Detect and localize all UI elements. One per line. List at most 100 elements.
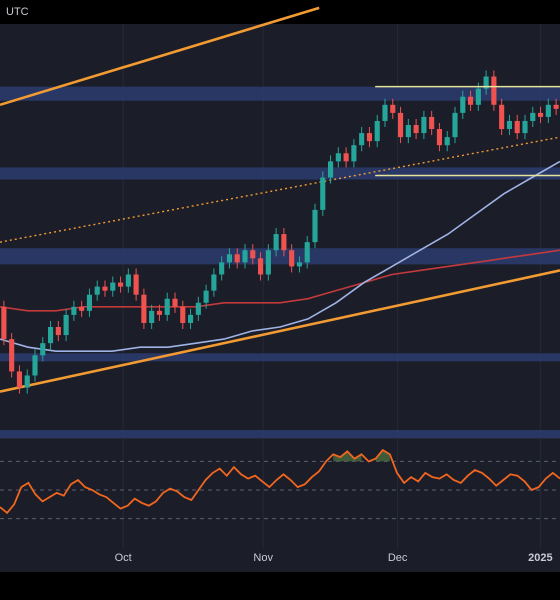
candle bbox=[226, 248, 233, 269]
candle-body bbox=[40, 343, 46, 356]
zone-2 bbox=[0, 248, 560, 265]
candle-body bbox=[335, 153, 341, 162]
candle-body bbox=[312, 209, 318, 243]
candle bbox=[304, 236, 310, 269]
candle-body bbox=[444, 137, 450, 146]
candle bbox=[537, 106, 544, 123]
candle-body bbox=[55, 327, 61, 336]
candle-body bbox=[522, 120, 528, 134]
candle-body bbox=[405, 125, 411, 138]
candle-body bbox=[296, 262, 303, 267]
candle bbox=[265, 244, 271, 281]
candle bbox=[390, 98, 396, 119]
oscillator-panel bbox=[0, 448, 560, 520]
candle-body bbox=[234, 254, 240, 263]
candle-body bbox=[141, 294, 147, 323]
osc-overbought-fill bbox=[333, 450, 390, 462]
candle-body bbox=[32, 355, 38, 376]
candle bbox=[382, 98, 388, 128]
candle bbox=[491, 70, 497, 111]
candle bbox=[499, 98, 505, 136]
candle bbox=[141, 288, 147, 330]
candle-body bbox=[79, 306, 85, 311]
candle bbox=[86, 288, 93, 317]
candle-body bbox=[436, 129, 443, 146]
candle-body bbox=[421, 116, 427, 134]
candle bbox=[429, 110, 435, 136]
candle-body bbox=[499, 104, 505, 130]
candle bbox=[133, 268, 139, 301]
moving-averages bbox=[0, 160, 560, 352]
candle bbox=[374, 114, 380, 148]
candle-body bbox=[483, 76, 489, 89]
candle bbox=[351, 139, 357, 168]
candle bbox=[335, 147, 341, 168]
time-axis: Oct Nov Dec 2025 bbox=[115, 552, 553, 564]
candle-body bbox=[156, 310, 163, 315]
candle bbox=[110, 276, 116, 297]
candle bbox=[506, 114, 513, 136]
channel-lower bbox=[0, 269, 560, 393]
candle bbox=[530, 106, 536, 128]
candle bbox=[444, 131, 450, 152]
candle-body bbox=[102, 286, 108, 291]
zone-1 bbox=[0, 167, 560, 180]
candle bbox=[172, 292, 178, 313]
candle bbox=[545, 98, 551, 123]
candle-body bbox=[195, 302, 201, 315]
candle-body bbox=[242, 250, 248, 263]
candle-body bbox=[343, 153, 349, 162]
candle-body bbox=[203, 290, 209, 303]
candle-body bbox=[460, 96, 466, 113]
x-tick-label: Dec bbox=[388, 552, 408, 564]
candle bbox=[16, 365, 23, 394]
candle-body bbox=[133, 274, 139, 295]
candle bbox=[327, 155, 334, 184]
candle-body bbox=[537, 112, 544, 117]
bottom-bar bbox=[0, 572, 560, 600]
candle-body bbox=[320, 177, 326, 210]
candle bbox=[102, 280, 108, 297]
candle-body bbox=[514, 120, 520, 134]
candle-body bbox=[530, 112, 536, 121]
candle-body bbox=[71, 306, 77, 315]
ma-blue-line bbox=[0, 160, 560, 352]
candle bbox=[413, 118, 419, 140]
candle bbox=[149, 304, 155, 330]
candle-body bbox=[553, 104, 559, 109]
candle-body bbox=[351, 145, 357, 162]
candle-body bbox=[452, 112, 458, 138]
candle-body bbox=[390, 104, 396, 113]
candle bbox=[1, 300, 7, 346]
candle-body bbox=[117, 282, 124, 287]
candle bbox=[397, 106, 404, 144]
candle-body bbox=[359, 133, 365, 146]
x-tick-label: 2025 bbox=[528, 552, 552, 564]
candle bbox=[9, 333, 15, 378]
candle-body bbox=[110, 282, 116, 291]
candle bbox=[32, 349, 38, 382]
candle bbox=[55, 320, 61, 342]
candle bbox=[180, 300, 186, 330]
zone-4 bbox=[0, 430, 560, 439]
candle-body bbox=[24, 375, 30, 388]
candle-body bbox=[219, 262, 225, 275]
candle bbox=[289, 244, 295, 273]
candle bbox=[242, 244, 248, 269]
candle bbox=[405, 118, 411, 144]
candle-body bbox=[9, 339, 15, 372]
ma-red-line bbox=[0, 249, 560, 312]
candle bbox=[320, 171, 326, 216]
candle-body bbox=[250, 250, 256, 259]
candlesticks bbox=[1, 70, 559, 394]
trendlines bbox=[0, 6, 560, 393]
candle bbox=[452, 106, 458, 144]
candle bbox=[281, 228, 287, 257]
candle-body bbox=[125, 274, 131, 287]
candle-body bbox=[491, 76, 497, 105]
candle bbox=[164, 292, 170, 321]
candle-body bbox=[149, 310, 155, 323]
